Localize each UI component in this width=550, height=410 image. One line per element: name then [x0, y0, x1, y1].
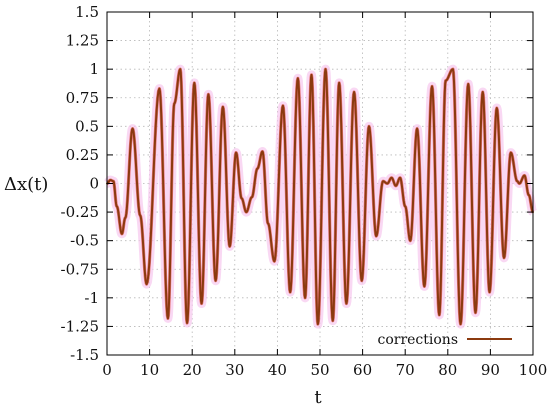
x-tick-labels: 0 10 20 30 40 50 60 70 80 90 100 — [102, 361, 547, 379]
y-tick-label: -1.5 — [70, 346, 99, 364]
y-axis-title: Δx(t) — [4, 174, 48, 195]
x-tick-label: 40 — [268, 361, 287, 379]
y-tick-labels: -1.5 -1.25 -1 -0.75 -0.5 -0.25 0 0.25 0.5 0.75 1 1.… — [61, 3, 99, 364]
y-tick-label: 0.75 — [66, 89, 99, 107]
legend-label: corrections — [377, 332, 458, 348]
y-tick-label: -1 — [84, 289, 99, 307]
x-tick-label: 50 — [310, 361, 329, 379]
y-tick-label: 1.5 — [75, 3, 99, 21]
y-tick-label: 0.25 — [66, 146, 99, 164]
y-tick-label: -0.25 — [61, 203, 99, 221]
x-tick-label: 0 — [102, 361, 112, 379]
y-tick-label: 0 — [89, 175, 99, 193]
x-tick-label: 100 — [519, 361, 548, 379]
legend: corrections — [377, 332, 512, 348]
y-tick-label: 0.5 — [75, 117, 99, 135]
axis-ticks — [106, 11, 534, 356]
x-tick-label: 80 — [438, 361, 457, 379]
series-line-corrections — [106, 68, 534, 326]
x-tick-label: 10 — [140, 361, 159, 379]
y-tick-label: -1.25 — [61, 317, 99, 335]
x-tick-label: 60 — [353, 361, 372, 379]
x-tick-label: 90 — [481, 361, 500, 379]
y-tick-label: 1 — [89, 60, 99, 78]
x-tick-label: 70 — [396, 361, 415, 379]
y-tick-label: -0.75 — [61, 260, 99, 278]
x-tick-label: 30 — [225, 361, 244, 379]
y-tick-label: -0.5 — [70, 232, 99, 250]
x-axis-title: t — [314, 387, 322, 408]
x-tick-label: 20 — [183, 361, 202, 379]
y-tick-label: 1.25 — [66, 32, 99, 50]
